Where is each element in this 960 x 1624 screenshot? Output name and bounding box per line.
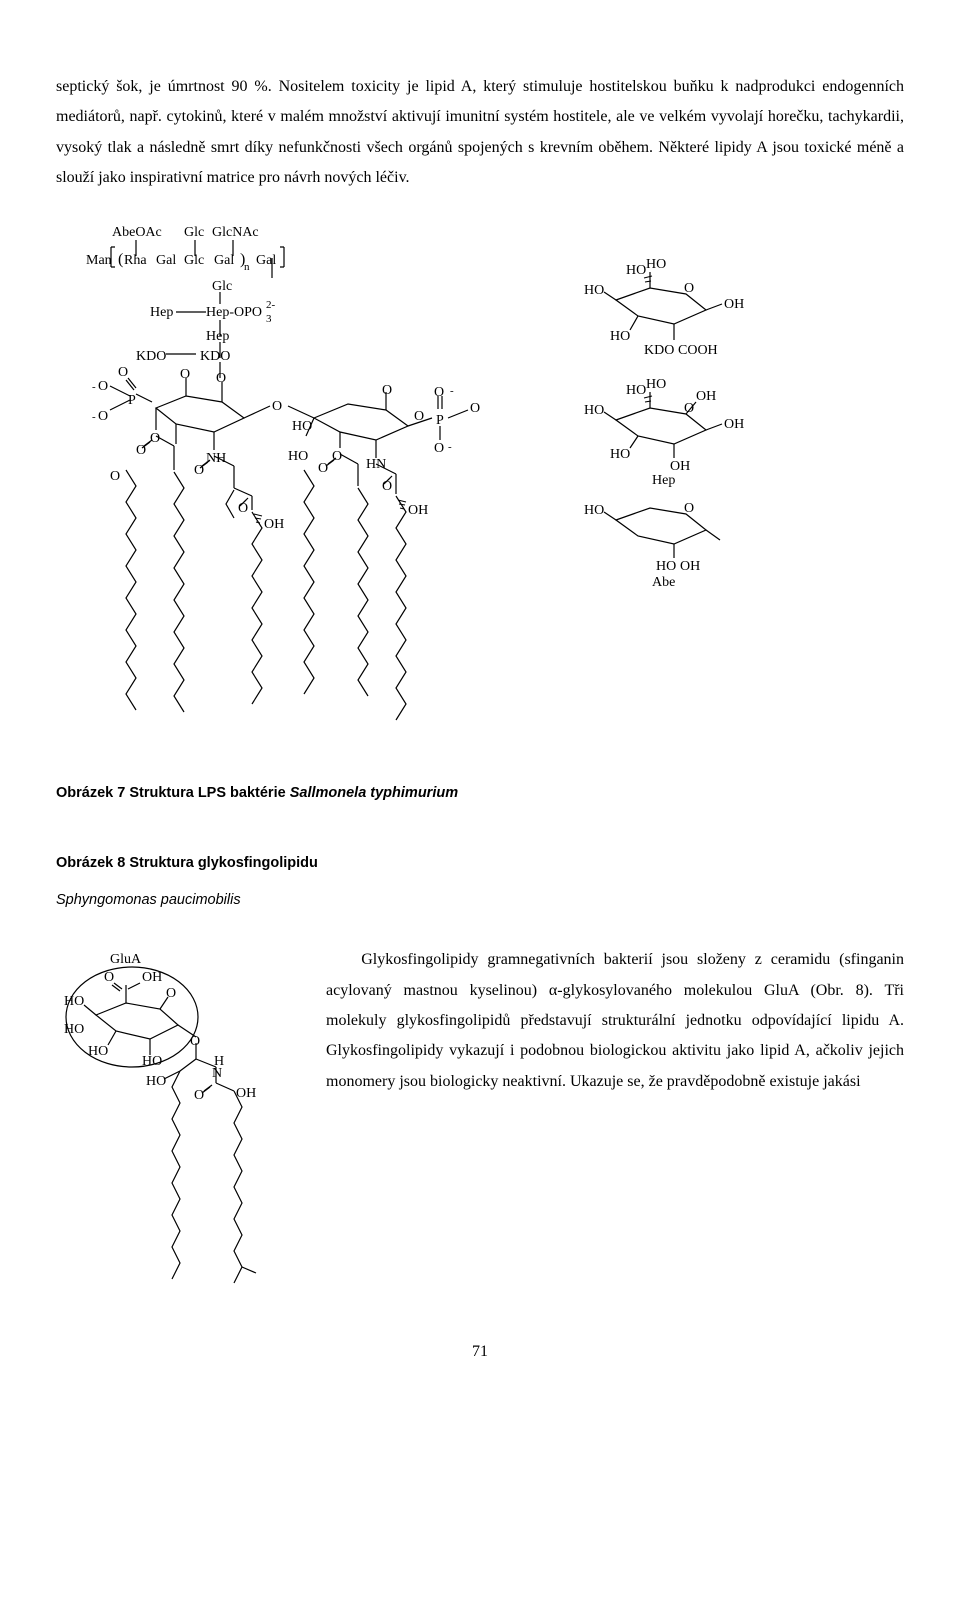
label-ho5b: HO	[610, 329, 630, 344]
label-odo5: O	[318, 461, 328, 476]
paragraph-gsl: Glykosfingolipidy gramnegativních bakter…	[326, 945, 904, 1097]
label-man: Man	[86, 253, 112, 268]
label-ho9: HO	[584, 503, 604, 518]
label-oh1: OH	[264, 517, 284, 532]
label-ho-g3: HO	[142, 1054, 162, 1069]
label-o5: O	[150, 431, 160, 446]
label-minus4: -	[448, 441, 452, 453]
svg-text:(: (	[118, 251, 123, 268]
label-o14: O	[684, 501, 694, 516]
label-o6: O	[272, 399, 282, 414]
lps-structure-svg: AbeOAc Glc GlcNAc Man Rha Gal Glc Gal Ga…	[56, 210, 904, 770]
label-hepring: Hep	[652, 473, 675, 488]
label-o4: O	[216, 371, 226, 386]
paragraph-intro: septický šok, je úmrtnost 90 %. Nositele…	[56, 72, 904, 194]
label-ho-g2: HO	[88, 1044, 108, 1059]
label-odo3: O	[110, 469, 120, 484]
figure-8: GluA O OH HO O HO HO HO O HO N H O OH	[56, 929, 296, 1309]
label-o7: O	[332, 449, 342, 464]
label-o-g1: O	[104, 970, 114, 985]
label-h-g: H	[214, 1054, 224, 1069]
figure-7: AbeOAc Glc GlcNAc Man Rha Gal Glc Gal Ga…	[56, 210, 904, 770]
label-glc3: Glc	[212, 279, 232, 294]
label-o9: O	[434, 385, 444, 400]
svg-text:): )	[240, 251, 245, 268]
figure-8-caption: Obrázek 8 Struktura glykosfingolipidu	[56, 854, 904, 873]
label-o8: O	[414, 409, 424, 424]
figure-7-caption-species: Sallmonela typhimurium	[290, 785, 458, 801]
figure-8-subtitle: Sphyngomonas paucimobilis	[56, 887, 904, 915]
label-ho8b: HO	[610, 447, 630, 462]
label-hepopo-sub: 3	[266, 313, 272, 325]
label-o11: O	[434, 441, 444, 456]
label-ho3: HO	[584, 283, 604, 298]
label-ho1: HO	[292, 419, 312, 434]
label-hepopo-sup: 2-	[266, 299, 276, 311]
label-o3: O	[118, 365, 128, 380]
label-nh: NH	[206, 451, 226, 466]
label-rha: Rha	[124, 253, 147, 268]
label-ho4: HO	[626, 263, 646, 278]
label-oh2: OH	[408, 503, 428, 518]
page-number: 71	[56, 1337, 904, 1367]
label-ho2: HO	[288, 449, 308, 464]
label-glc: Glc	[184, 225, 204, 240]
label-ho-g2b: HO	[64, 1022, 84, 1037]
label-p: P	[128, 393, 136, 408]
label-hep: Hep	[150, 305, 173, 320]
label-oh3: OH	[724, 297, 744, 312]
label-o-g3: O	[190, 1034, 200, 1049]
label-o2: O	[98, 409, 108, 424]
label-oh-g1: OH	[142, 970, 162, 985]
label-hn: HN	[366, 457, 386, 472]
label-hepopo: Hep-OPO	[206, 305, 262, 320]
label-ho10: HO	[656, 559, 676, 574]
label-oh-g2: OH	[236, 1086, 256, 1101]
label-o1: O	[98, 379, 108, 394]
label-o4b: O	[180, 367, 190, 382]
label-minus1: -	[92, 381, 96, 393]
label-glc2: Glc	[184, 253, 204, 268]
label-ho-g1: HO	[64, 994, 84, 1009]
label-gal: Gal	[156, 253, 176, 268]
label-odo2: O	[194, 463, 204, 478]
label-minus2: -	[92, 411, 96, 423]
label-gal2: Gal	[214, 253, 234, 268]
label-oh6: OH	[670, 459, 690, 474]
label-odo4: O	[238, 501, 248, 516]
label-o-g4: O	[194, 1088, 204, 1103]
label-ho8: HO	[646, 377, 666, 392]
label-cooh: COOH	[678, 343, 718, 358]
label-hep2: Hep	[206, 329, 229, 344]
label-o13: O	[684, 401, 694, 416]
figure-7-caption: Obrázek 7 Struktura LPS baktérie Sallmon…	[56, 784, 904, 803]
label-oh7: OH	[680, 559, 700, 574]
label-o10: O	[470, 401, 480, 416]
label-abering: Abe	[652, 575, 675, 590]
label-minus3: -	[450, 385, 454, 397]
label-o12: O	[684, 281, 694, 296]
label-glua: GluA	[110, 952, 142, 967]
label-abeoac: AbeOAc	[112, 225, 162, 240]
label-oh5: OH	[724, 417, 744, 432]
label-o7b: O	[382, 383, 392, 398]
label-kdoring: KDO	[644, 343, 674, 358]
label-ho5: HO	[646, 257, 666, 272]
label-ho7: HO	[626, 383, 646, 398]
label-odo1: O	[136, 443, 146, 458]
label-ho6: HO	[584, 403, 604, 418]
label-o-g2: O	[166, 986, 176, 1001]
label-ho-g4: HO	[146, 1074, 166, 1089]
label-glcnac: GlcNAc	[212, 225, 259, 240]
gsl-structure-svg: GluA O OH HO O HO HO HO O HO N H O OH	[56, 929, 296, 1309]
label-kdo2: KDO	[200, 349, 230, 364]
label-odo6: O	[382, 479, 392, 494]
label-gal3: Gal	[256, 253, 276, 268]
label-p2: P	[436, 413, 444, 428]
figure-7-caption-prefix: Obrázek 7 Struktura LPS baktérie	[56, 785, 290, 801]
label-oh4: OH	[696, 389, 716, 404]
label-kdo1: KDO	[136, 349, 166, 364]
